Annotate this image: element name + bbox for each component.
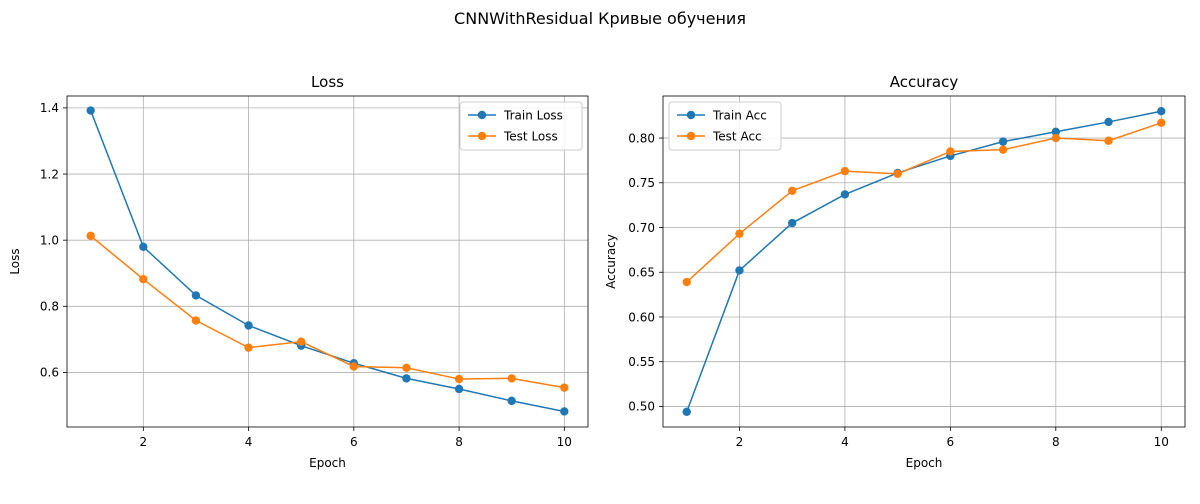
data-point	[840, 166, 850, 176]
data-point	[454, 384, 464, 394]
y-tick-label: 0.70	[628, 221, 655, 235]
data-point	[191, 291, 201, 300]
x-tick-label: 8	[455, 435, 463, 449]
series-line	[686, 122, 1162, 283]
y-tick-label: 0.50	[628, 400, 655, 414]
data-point	[402, 374, 411, 383]
legend-marker	[686, 110, 696, 120]
data-point	[787, 218, 797, 228]
legend-box	[668, 101, 782, 151]
data-point	[454, 374, 464, 384]
chart-title: Accuracy	[890, 73, 959, 91]
y-tick-label: 1.2	[40, 167, 59, 181]
figure-suptitle: CNNWithResidual Кривые обучения	[454, 9, 746, 28]
y-tick-label: 0.75	[628, 176, 655, 190]
legend-box	[459, 101, 583, 151]
data-point	[244, 343, 253, 352]
y-tick-label: 0.8	[40, 300, 59, 314]
data-point	[840, 190, 850, 199]
legend-label: Train Loss	[503, 108, 563, 122]
chart-title: Loss	[311, 73, 344, 91]
data-point	[560, 407, 569, 416]
data-point	[735, 266, 744, 275]
data-point	[139, 242, 148, 251]
data-point	[735, 229, 744, 238]
legend: Train Acc Test Acc	[668, 101, 782, 151]
data-point	[682, 407, 691, 416]
data-point	[787, 186, 797, 196]
y-tick-label: 0.80	[628, 131, 655, 145]
legend-label: Test Loss	[503, 129, 558, 143]
data-point	[1104, 117, 1113, 127]
y-tick-label: 1.0	[40, 233, 59, 247]
x-tick-label: 10	[1154, 435, 1169, 449]
x-tick-label: 6	[350, 435, 358, 449]
x-tick-label: 10	[557, 435, 572, 449]
data-point	[998, 137, 1008, 146]
legend-label: Test Acc	[712, 129, 762, 143]
series-line	[686, 110, 1162, 413]
y-tick-label: 0.60	[628, 310, 655, 324]
x-axis-label: Epoch	[906, 456, 943, 470]
data-point	[682, 277, 691, 287]
x-axis-label: Epoch	[309, 456, 346, 470]
data-point	[86, 231, 95, 241]
data-point	[139, 274, 148, 284]
data-point	[349, 362, 359, 371]
legend-label: Train Acc	[712, 108, 767, 122]
x-tick-label: 8	[1052, 435, 1060, 449]
data-point	[507, 396, 516, 406]
accuracy-chart: 2 4 6 8 10 0.50 0.55 0.60 0.65 0.70 0.75 0.80 Accura…	[604, 73, 1186, 470]
data-point	[1051, 127, 1061, 136]
x-tick-label: 4	[841, 435, 849, 449]
data-point	[560, 383, 569, 392]
data-point	[86, 106, 95, 115]
legend-marker	[686, 131, 696, 141]
y-axis-label: Accuracy	[604, 234, 618, 289]
axes-frame	[66, 95, 589, 428]
data-point	[296, 337, 306, 346]
series-line	[89, 110, 565, 413]
y-tick-label: 1.4	[40, 101, 59, 115]
data-point	[1157, 118, 1166, 128]
legend: Train Loss Test Loss	[459, 101, 583, 151]
loss-chart: 2 4 6 8 10 0.6 0.8 1.0 1.2 1.4 Loss Epoch Loss Train …	[8, 73, 589, 470]
data-point	[507, 374, 516, 383]
y-tick-label: 0.65	[628, 266, 655, 280]
data-point	[998, 145, 1008, 154]
data-point	[946, 147, 955, 156]
series-line	[90, 235, 565, 389]
data-point	[244, 321, 253, 330]
x-tick-label: 2	[736, 435, 744, 449]
y-tick-label: 0.6	[40, 366, 59, 380]
legend-marker	[477, 110, 487, 120]
y-tick-label: 0.55	[628, 355, 655, 369]
x-tick-label: 4	[245, 435, 253, 449]
data-point	[1104, 136, 1113, 145]
data-point	[402, 363, 411, 373]
data-point	[191, 316, 201, 325]
axes-frame	[662, 95, 1186, 428]
x-tick-label: 2	[139, 435, 147, 449]
y-axis-label: Loss	[8, 248, 22, 274]
data-point	[893, 169, 902, 179]
x-tick-label: 6	[947, 435, 955, 449]
data-point	[1051, 133, 1061, 143]
legend-marker	[477, 131, 487, 141]
data-point	[1157, 107, 1166, 116]
